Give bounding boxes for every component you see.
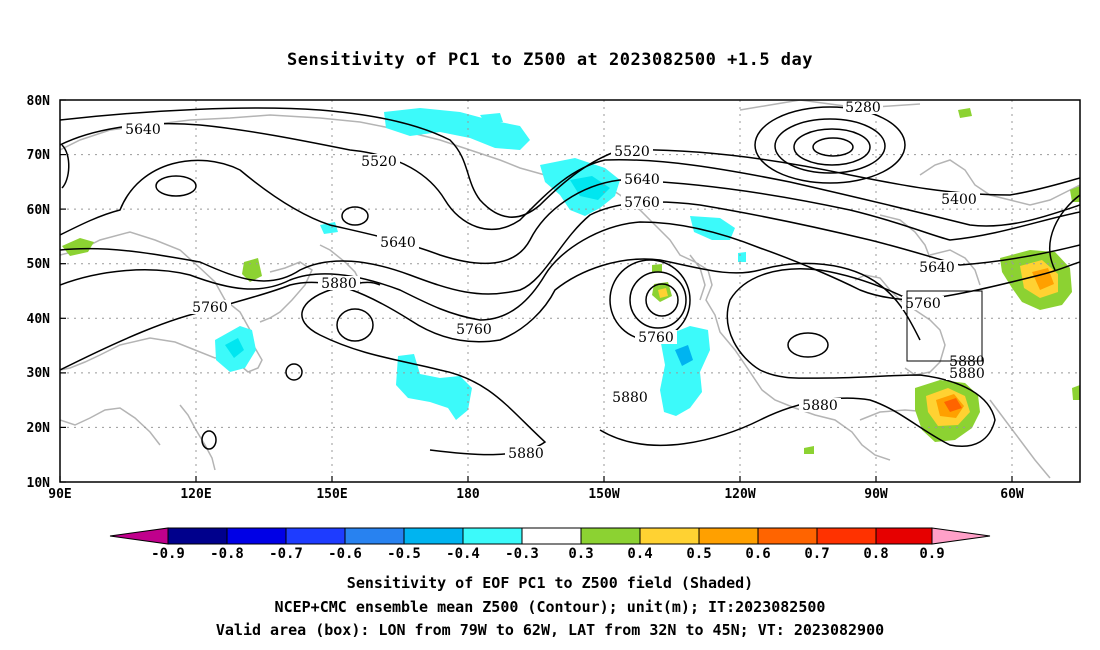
contour-label: 5640 — [125, 122, 161, 138]
colorbar-segment — [285, 527, 346, 545]
colorbar-segment — [698, 527, 759, 545]
caption-valid-area: Valid area (box): LON from 79W to 62W, L… — [215, 621, 885, 639]
lat-label-20n: 20N — [27, 421, 51, 436]
contour-labels: 5280 5400 5520 5520 5640 5640 5640 5640 … — [122, 100, 988, 462]
contour-label: 5880 — [949, 366, 985, 382]
colorbar-label: -0.9 — [151, 546, 185, 562]
colorbar-segment — [167, 527, 228, 545]
colorbar-max-triangle — [931, 527, 991, 545]
colorbar-min-triangle — [109, 527, 169, 545]
colorbar-segment — [226, 527, 287, 545]
lat-lon-grid — [60, 100, 1080, 482]
colorbar-label: -0.5 — [387, 546, 421, 562]
lon-label-90e: 90E — [48, 487, 71, 502]
colorbar — [109, 527, 991, 545]
contour-label: 5880 — [612, 390, 648, 406]
colorbar-segment — [580, 527, 641, 545]
contour-label: 5640 — [624, 172, 660, 188]
contour-label: 5760 — [192, 300, 228, 316]
contour-label: 5880 — [508, 446, 544, 462]
longitude-labels: 90E 120E 150E 180 150W 120W 90W 60W — [48, 487, 1024, 502]
colorbar-label: 0.6 — [745, 546, 770, 562]
colorbar-segment — [639, 527, 700, 545]
map-title: Sensitivity of PC1 to Z500 at 2023082500… — [286, 50, 813, 70]
latitude-labels: 80N 70N 60N 50N 40N 30N 20N 10N — [27, 94, 51, 491]
colorbar-segment — [462, 527, 523, 545]
colorbar-label: 0.8 — [863, 546, 888, 562]
contour-label: 5640 — [919, 260, 955, 276]
colorbar-label: -0.3 — [505, 546, 539, 562]
colorbar-segment — [875, 527, 933, 545]
lon-label-60w: 60W — [1000, 487, 1024, 502]
map-frame — [59, 99, 1081, 483]
lon-label-120e: 120E — [180, 487, 211, 502]
colorbar-labels: -0.9 -0.8 -0.7 -0.6 -0.5 -0.4 -0.3 0.3 0… — [151, 546, 945, 562]
contour-label: 5640 — [380, 235, 416, 251]
colorbar-label: 0.4 — [627, 546, 652, 562]
lat-label-60n: 60N — [27, 203, 51, 218]
colorbar-label: 0.5 — [686, 546, 711, 562]
colorbar-label: -0.7 — [269, 546, 303, 562]
caption-shading: Sensitivity of EOF PC1 to Z500 field (Sh… — [346, 574, 754, 592]
lat-label-70n: 70N — [27, 148, 51, 163]
colorbar-label: -0.4 — [446, 546, 480, 562]
contour-label: 5400 — [941, 192, 977, 208]
colorbar-segment — [344, 527, 405, 545]
colorbar-segment — [816, 527, 877, 545]
lon-label-180: 180 — [456, 487, 480, 502]
colorbar-segment — [757, 527, 818, 545]
contour-label: 5880 — [802, 398, 838, 414]
contour-label: 5760 — [456, 322, 492, 338]
lon-label-150w: 150W — [588, 487, 619, 502]
lon-label-120w: 120W — [724, 487, 755, 502]
colorbar-label: -0.6 — [328, 546, 362, 562]
contour-label: 5760 — [905, 296, 941, 312]
lat-label-40n: 40N — [27, 312, 51, 327]
caption-contour: NCEP+CMC ensemble mean Z500 (Contour); u… — [274, 598, 826, 616]
colorbar-label: 0.7 — [804, 546, 829, 562]
contour-label: 5760 — [624, 195, 660, 211]
contour-label: 5520 — [614, 144, 650, 160]
lat-label-80n: 80N — [27, 94, 51, 109]
axis-ticks — [59, 99, 1013, 483]
colorbar-segment — [521, 527, 582, 545]
contour-label: 5280 — [845, 100, 881, 116]
colorbar-segment — [403, 527, 464, 545]
contour-label: 5880 — [321, 276, 357, 292]
lat-label-50n: 50N — [27, 257, 51, 272]
lat-label-10n: 10N — [27, 476, 51, 491]
colorbar-label: 0.3 — [568, 546, 593, 562]
lon-label-150e: 150E — [316, 487, 347, 502]
colorbar-label: 0.9 — [919, 546, 944, 562]
valid-area-box — [906, 290, 983, 362]
contour-label: 5760 — [638, 330, 674, 346]
lat-label-30n: 30N — [27, 366, 51, 381]
lon-label-90w: 90W — [864, 487, 888, 502]
sensitivity-shading — [62, 108, 1080, 454]
contour-label: 5520 — [361, 154, 397, 170]
colorbar-label: -0.8 — [210, 546, 244, 562]
